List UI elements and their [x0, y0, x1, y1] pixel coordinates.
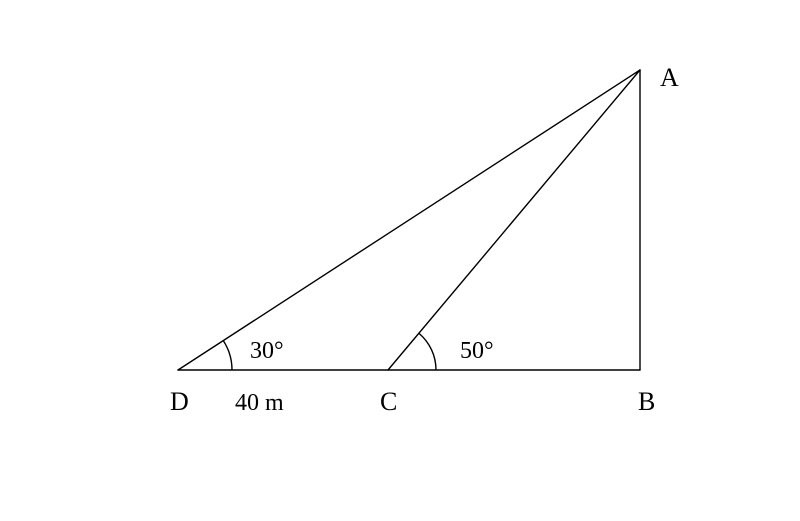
- point-label-B: B: [638, 387, 655, 416]
- length-label-0: 40 m: [235, 390, 284, 416]
- edge-C-A: [388, 70, 640, 370]
- angle-arc-D: [223, 341, 232, 370]
- point-label-C: C: [380, 387, 397, 416]
- angle-label-1: 50°: [460, 338, 494, 364]
- geometry-diagram: A B C D 30° 50° 40 m: [0, 0, 800, 521]
- point-label-A: A: [660, 63, 679, 92]
- angle-label-0: 30°: [250, 338, 284, 364]
- edge-D-A: [178, 70, 640, 370]
- point-label-D: D: [170, 387, 189, 416]
- angle-arc-C: [419, 333, 436, 370]
